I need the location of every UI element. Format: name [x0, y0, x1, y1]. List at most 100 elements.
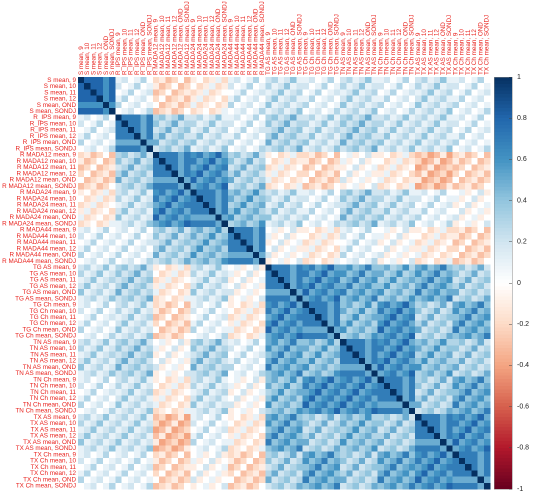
cell — [440, 482, 447, 490]
cell — [265, 320, 272, 327]
cell — [171, 289, 179, 296]
cell — [171, 432, 179, 440]
cell — [190, 332, 197, 340]
cell — [202, 307, 210, 315]
cell — [171, 189, 179, 196]
cell — [165, 164, 172, 171]
cell — [402, 245, 410, 253]
cell — [284, 289, 291, 296]
cell — [427, 251, 435, 259]
cell — [396, 133, 403, 140]
cell — [321, 283, 328, 290]
cell — [396, 401, 403, 409]
cell — [127, 432, 135, 440]
cell — [333, 126, 341, 134]
cell — [252, 364, 260, 371]
cell — [415, 77, 422, 84]
cell — [177, 270, 185, 278]
cell — [458, 339, 466, 346]
cell — [483, 457, 491, 465]
cell — [371, 382, 378, 390]
cell — [365, 314, 372, 321]
cell — [134, 295, 141, 303]
cell — [440, 414, 447, 421]
cell — [433, 183, 441, 190]
column-label: TX Ch mean, 12 — [471, 29, 478, 75]
cell — [215, 189, 222, 196]
cell — [165, 101, 172, 109]
cell — [221, 126, 229, 134]
cell — [465, 89, 472, 97]
row-label: TG Ch mean, 9 — [33, 302, 77, 309]
cell — [90, 101, 98, 109]
cell — [277, 395, 285, 402]
cell — [377, 351, 385, 359]
cell — [477, 95, 485, 103]
cell — [402, 414, 410, 421]
cell — [215, 407, 222, 415]
cell — [271, 470, 279, 477]
cell — [458, 195, 466, 203]
cell — [290, 164, 297, 171]
cell — [84, 83, 91, 90]
cell — [127, 289, 135, 296]
cell — [383, 170, 391, 178]
cell — [421, 251, 428, 259]
cell — [221, 370, 229, 377]
cell — [477, 476, 485, 484]
cell — [165, 126, 172, 134]
cell — [215, 214, 222, 221]
cell — [290, 376, 297, 384]
cell — [358, 345, 366, 352]
cell — [483, 482, 491, 490]
cell — [146, 158, 154, 165]
cell — [102, 126, 110, 134]
cell — [84, 345, 91, 352]
colorbar-segment — [494, 262, 512, 267]
colorbar-segment — [494, 276, 512, 280]
cell — [471, 208, 478, 215]
cell — [465, 314, 472, 321]
cell — [446, 276, 453, 284]
cell — [246, 89, 254, 97]
cell — [221, 251, 229, 259]
cell — [127, 376, 135, 384]
cell — [421, 464, 428, 471]
row-label: R MADA44 mean, 10 — [17, 233, 77, 240]
cell — [321, 295, 328, 303]
cell — [308, 170, 316, 178]
cell — [227, 183, 235, 190]
cell — [227, 95, 235, 103]
cell — [227, 139, 235, 146]
cell — [121, 457, 129, 465]
cell — [102, 451, 110, 459]
cell — [433, 407, 441, 415]
column-label: S mean, SONDJ — [109, 28, 116, 75]
cell — [215, 457, 222, 465]
cell — [427, 233, 435, 240]
cell — [296, 151, 304, 159]
colorbar-segment — [494, 162, 512, 167]
cell — [290, 226, 297, 234]
cell — [377, 401, 385, 409]
cell — [78, 457, 85, 465]
cell — [452, 314, 460, 321]
cell — [446, 214, 453, 221]
cell — [134, 126, 141, 134]
cell — [371, 183, 378, 190]
cell — [358, 414, 366, 421]
cell — [315, 195, 322, 203]
cell — [84, 301, 91, 309]
cell — [209, 101, 216, 109]
cell — [252, 176, 260, 184]
cell — [427, 189, 435, 196]
cell — [408, 351, 416, 359]
cell — [315, 420, 322, 427]
cell — [78, 401, 85, 409]
cell — [358, 457, 366, 465]
cell — [390, 251, 397, 259]
cell — [221, 201, 229, 209]
cell — [165, 151, 172, 159]
cell — [315, 201, 322, 209]
cell — [327, 476, 335, 484]
